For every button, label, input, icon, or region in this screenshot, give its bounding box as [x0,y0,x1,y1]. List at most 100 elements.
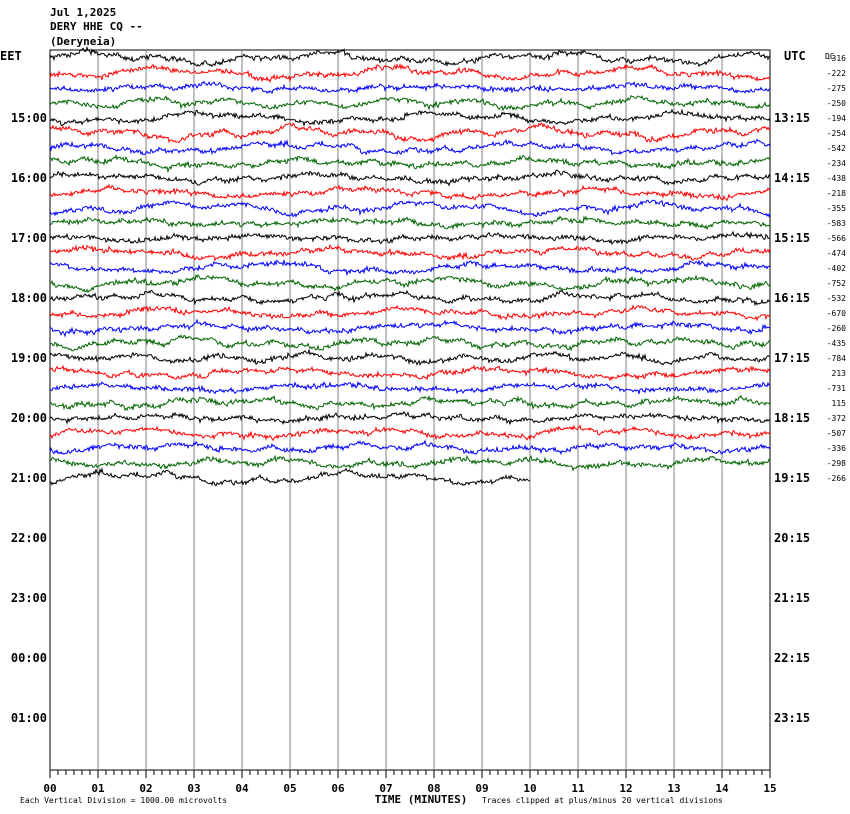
dc-offset-label: -298 [827,459,846,468]
dc-offset-label: -583 [827,219,846,228]
seismic-trace [49,380,771,395]
dc-offset-label: -731 [827,384,846,393]
left-hour-label: 17:00 [11,231,47,245]
seismic-trace [49,199,771,218]
seismic-trace [49,62,771,84]
dc-offset-label: -254 [827,129,846,138]
right-hour-label: 23:15 [774,711,810,725]
left-hour-label: 15:00 [11,111,47,125]
x-tick-label: 09 [475,782,488,795]
left-hour-label: 16:00 [11,171,47,185]
seismic-trace [49,215,771,231]
left-hour-label: 20:00 [11,411,47,425]
dc-offset-label: 115 [832,399,847,408]
seismic-trace [49,288,771,307]
dc-offset-label: -372 [827,414,846,423]
seismic-trace [49,153,771,174]
footer-scale-note: Each Vertical Division = 1000.00 microvo… [20,796,227,805]
x-axis-label: TIME (MINUTES) [375,793,468,806]
seismic-trace [49,273,771,294]
seismic-trace [49,95,771,112]
seismic-trace [49,334,771,352]
dc-offset-label: -542 [827,144,846,153]
right-hour-label: 21:15 [774,591,810,605]
x-tick-label: 08 [427,782,440,795]
header-location: (Deryneia) [50,35,117,48]
x-tick-label: 00 [43,782,56,795]
dc-label: DC [825,52,835,61]
seismic-trace [49,243,771,262]
dc-offset-label: -260 [827,324,846,333]
dc-offset-label: -670 [827,309,846,318]
x-tick-label: 12 [619,782,632,795]
dc-offset-label: -784 [827,354,846,363]
right-hour-label: 14:15 [774,171,810,185]
dc-offset-label: -250 [827,99,846,108]
footer-clip-note: Traces clipped at plus/minus 20 vertical… [482,796,723,805]
dc-offset-label: -234 [827,159,846,168]
seismic-trace [49,45,771,68]
seismic-trace [49,424,771,442]
right-hour-label: 16:15 [774,291,810,305]
seismic-trace [49,348,771,366]
x-tick-label: 07 [379,782,392,795]
seismic-trace [49,439,771,455]
dc-offset-label: -194 [827,114,846,123]
dc-offset-label: -566 [827,234,846,243]
x-tick-label: 10 [523,782,536,795]
seismic-trace [49,138,771,156]
left-hour-label: 19:00 [11,351,47,365]
seismic-trace [49,80,771,95]
x-tick-label: 04 [235,782,249,795]
dc-offset-label: -266 [827,474,846,483]
x-tick-label: 13 [667,782,680,795]
right-hour-label: 13:15 [774,111,810,125]
header-station: DERY HHE CQ -- [50,20,143,33]
seismic-trace [49,364,771,382]
x-tick-label: 01 [91,782,105,795]
dc-offset-label: -355 [827,204,846,213]
dc-offset-label: -316 [827,54,846,63]
right-hour-label: 20:15 [774,531,810,545]
left-hour-label: 21:00 [11,471,47,485]
dc-offset-label: -752 [827,279,846,288]
right-timezone-label: UTC [784,49,806,63]
dc-offset-label: -222 [827,69,846,78]
right-hour-label: 18:15 [774,411,810,425]
left-timezone-label: EET [0,49,22,63]
seismic-trace [49,410,771,426]
right-hour-label: 15:15 [774,231,810,245]
left-hour-label: 00:00 [11,651,47,665]
dc-offset-label: -275 [827,84,846,93]
dc-offset-label: -438 [827,174,846,183]
left-hour-label: 18:00 [11,291,47,305]
seismic-trace [49,108,771,128]
x-tick-label: 02 [139,782,152,795]
dc-offset-label: -474 [827,249,846,258]
x-tick-label: 14 [715,782,729,795]
x-tick-label: 06 [331,782,345,795]
seismic-trace [49,183,771,202]
x-tick-label: 05 [283,782,296,795]
left-hour-label: 22:00 [11,531,47,545]
x-tick-label: 03 [187,782,200,795]
x-tick-label: 11 [571,782,585,795]
seismic-trace [49,122,771,144]
dc-offset-label: 213 [832,369,847,378]
seismic-trace [49,259,771,277]
seismic-trace [49,466,531,487]
header-date: Jul 1,2025 [50,6,117,19]
seismic-trace [49,454,771,472]
left-hour-label: 23:00 [11,591,47,605]
seismic-trace [49,169,771,187]
right-hour-label: 19:15 [774,471,810,485]
seismic-trace [49,304,771,322]
dc-offset-label: -532 [827,294,846,303]
left-hour-label: 01:00 [11,711,47,725]
seismic-trace [49,318,771,338]
seismic-trace [49,394,771,412]
dc-offset-label: -402 [827,264,846,273]
dc-offset-label: -435 [827,339,846,348]
dc-offset-label: -336 [827,444,846,453]
